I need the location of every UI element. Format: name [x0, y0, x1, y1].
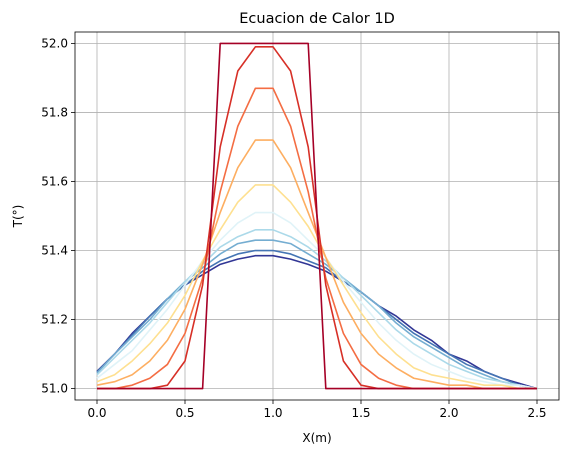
- series-line-5: [96, 211, 538, 390]
- x-tick-label: 2.0: [439, 406, 458, 420]
- y-tick-label: 52.0: [41, 36, 68, 50]
- y-tick-label: 51.8: [41, 105, 68, 119]
- series-line-6: [96, 229, 538, 390]
- x-axis-label: X(m): [302, 431, 331, 445]
- x-tick-label: 0.0: [87, 406, 106, 420]
- series-line-0: [97, 42, 537, 390]
- plot-frame: [74, 31, 560, 401]
- y-tick-label: 51.6: [41, 174, 68, 188]
- series-lines: [96, 42, 538, 390]
- series-line-2: [97, 87, 537, 390]
- ticks: 0.0 0.5 1.0 1.5 2.0 2.5 51.0 51.2 51.4 51.6 51.8 52…: [41, 36, 546, 420]
- series-line-7: [96, 239, 538, 390]
- y-axis-label: T(°): [11, 205, 25, 229]
- series-line-4: [96, 184, 537, 390]
- y-tick-label: 51.0: [41, 382, 68, 396]
- chart-title: Ecuacion de Calor 1D: [239, 11, 395, 27]
- x-tick-label: 1.0: [263, 406, 282, 420]
- x-tick-label: 1.5: [351, 406, 370, 420]
- y-tick-label: 51.2: [41, 313, 68, 327]
- x-tick-label: 0.5: [175, 406, 194, 420]
- y-tick-label: 51.4: [41, 244, 68, 258]
- x-tick-label: 2.5: [527, 406, 546, 420]
